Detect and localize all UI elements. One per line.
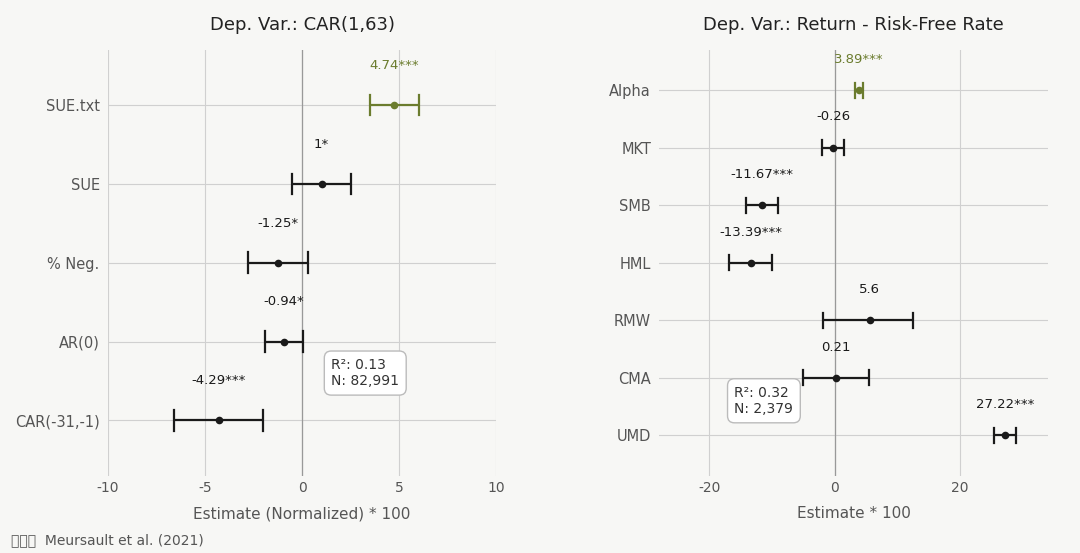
Text: 5.6: 5.6: [860, 283, 880, 296]
Text: 27.22***: 27.22***: [976, 398, 1035, 411]
Text: -0.26: -0.26: [816, 111, 850, 123]
Text: -1.25*: -1.25*: [257, 217, 298, 229]
Text: R²: 0.32
N: 2,379: R²: 0.32 N: 2,379: [734, 385, 794, 416]
Title: Dep. Var.: CAR(1,63): Dep. Var.: CAR(1,63): [210, 17, 394, 34]
Text: -13.39***: -13.39***: [719, 226, 782, 238]
Text: 出处：  Meursault et al. (2021): 出处： Meursault et al. (2021): [11, 534, 203, 547]
Text: R²: 0.13
N: 82,991: R²: 0.13 N: 82,991: [332, 358, 400, 388]
Title: Dep. Var.: Return - Risk-Free Rate: Dep. Var.: Return - Risk-Free Rate: [703, 17, 1003, 34]
X-axis label: Estimate * 100: Estimate * 100: [797, 506, 910, 521]
Text: -4.29***: -4.29***: [191, 374, 246, 387]
Text: 4.74***: 4.74***: [369, 59, 419, 72]
Text: -11.67***: -11.67***: [730, 168, 793, 181]
Text: 3.89***: 3.89***: [834, 53, 883, 66]
Text: 1*: 1*: [314, 138, 329, 151]
Text: 0.21: 0.21: [821, 341, 851, 353]
X-axis label: Estimate (Normalized) * 100: Estimate (Normalized) * 100: [193, 506, 410, 521]
Text: -0.94*: -0.94*: [264, 295, 305, 309]
